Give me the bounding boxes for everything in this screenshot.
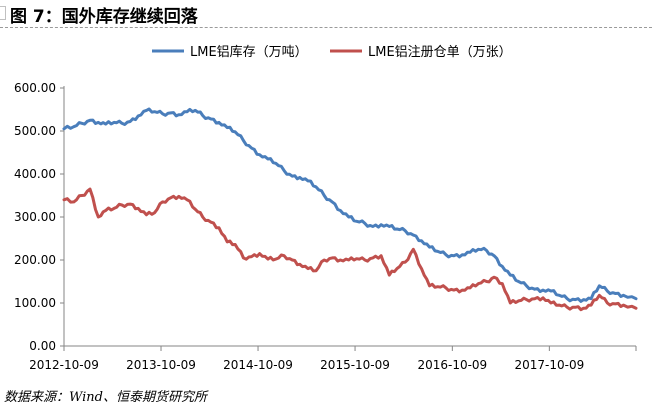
- y-tick-label: 0.00: [29, 339, 56, 353]
- legend-label-2: LME铝注册仓单（万张）: [368, 45, 512, 60]
- line-chart: LME铝库存（万吨） LME铝注册仓单（万张） 0.00 100.00 200.00 3…: [14, 44, 638, 372]
- title-rule: [0, 27, 652, 28]
- corner-mark: [0, 6, 6, 20]
- y-tick-label: 400.00: [14, 167, 56, 181]
- y-tick-label: 500.00: [14, 124, 56, 138]
- x-tick-label: 2017-10-09: [514, 358, 584, 372]
- legend: LME铝库存（万吨） LME铝注册仓单（万张）: [152, 44, 512, 60]
- figure-title: 图 7：国外库存继续回落: [10, 7, 198, 27]
- x-tick-label: 2015-10-09: [320, 358, 390, 372]
- legend-label-1: LME铝库存（万吨）: [190, 44, 308, 60]
- y-tick-label: 100.00: [14, 296, 56, 310]
- x-axis: 2012-10-09 2013-10-09 2014-10-09 2015-10-09…: [29, 345, 637, 372]
- x-tick-label: 2016-10-09: [417, 358, 487, 372]
- series-group: [62, 107, 638, 312]
- y-tick-label: 600.00: [14, 81, 56, 95]
- series-line-1: [62, 107, 638, 303]
- y-tick-label: 300.00: [14, 210, 56, 224]
- x-tick-label: 2014-10-09: [223, 358, 293, 372]
- series-line-2: [62, 187, 638, 312]
- y-axis: 0.00 100.00 200.00 300.00 400.00 500.00 600.00: [14, 81, 65, 353]
- figure-source: 数据来源：Wind、恒泰期货研究所: [4, 390, 207, 405]
- x-tick-label: 2012-10-09: [29, 358, 99, 372]
- x-tick-label: 2013-10-09: [126, 358, 196, 372]
- y-tick-label: 200.00: [14, 253, 56, 267]
